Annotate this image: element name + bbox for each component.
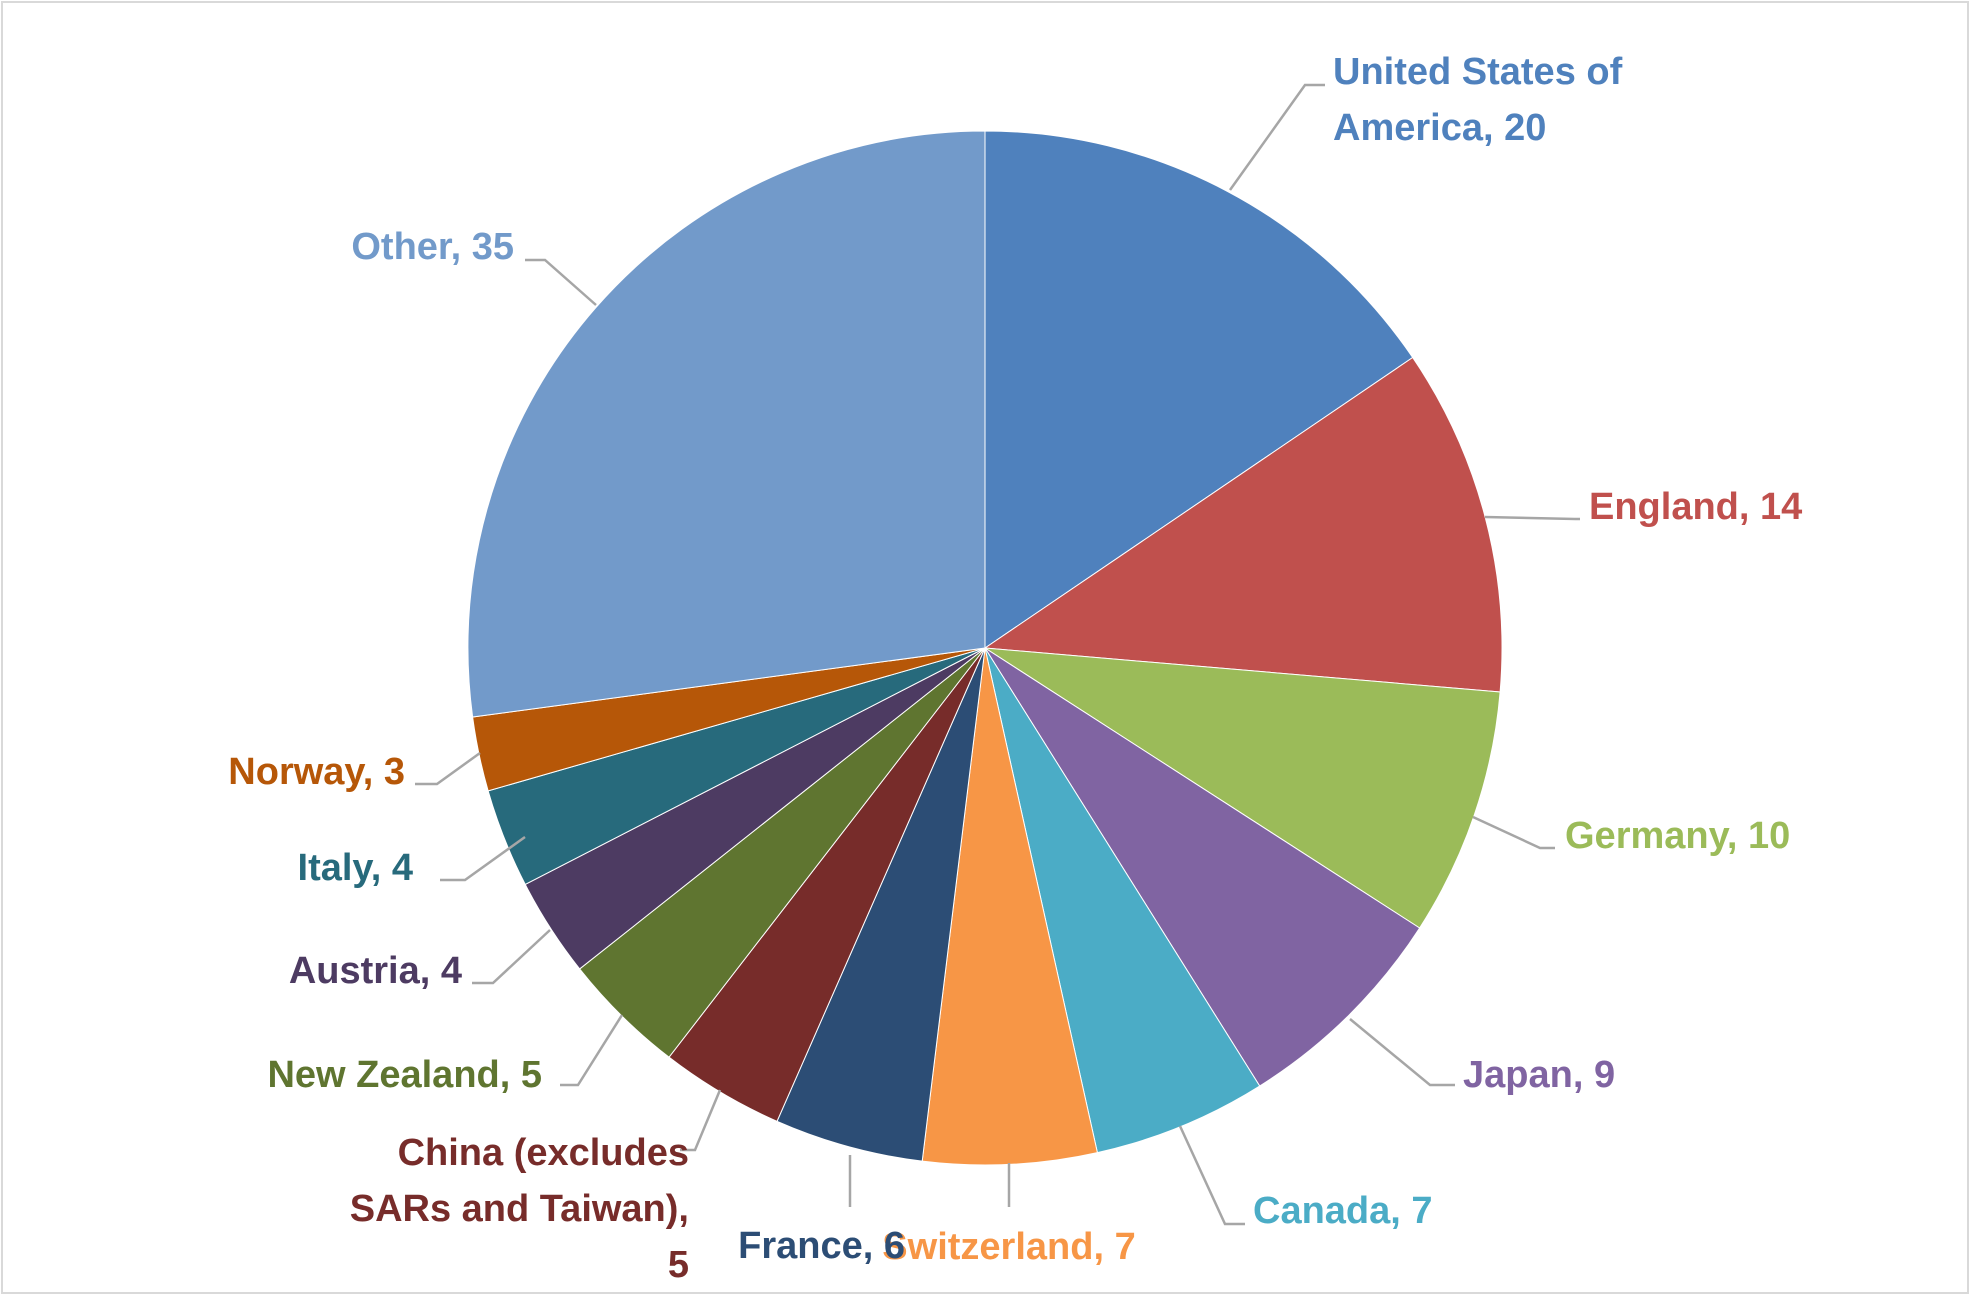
leader-line-england — [1484, 515, 1580, 521]
data-label-canada: Canada, 7 — [1253, 1190, 1433, 1232]
leader-line-china-excludes-sars-and-taiwan — [680, 1089, 722, 1152]
data-label-italy: Italy, 4 — [298, 847, 413, 889]
data-label-united-states-of-america: United States of America, 20 — [1333, 51, 1623, 149]
pie-slice-japan — [984, 647, 1421, 1087]
data-label-switzerland: Switzerland, 7 — [882, 1226, 1135, 1268]
pie-slice-united-states-of-america — [984, 130, 1414, 649]
leader-line-norway — [415, 751, 481, 786]
data-label-line: New Zealand, 5 — [267, 1054, 542, 1096]
data-label-line: America, 20 — [1333, 107, 1546, 149]
data-label-norway: Norway, 3 — [228, 751, 405, 793]
data-label-japan: Japan, 9 — [1463, 1054, 1615, 1096]
pie-slices — [467, 130, 1503, 1166]
data-label-line: Switzerland, 7 — [882, 1226, 1135, 1268]
leader-line-japan — [1349, 1018, 1455, 1087]
data-label-line: Italy, 4 — [298, 847, 413, 889]
pie-slice-other — [467, 130, 986, 718]
leader-line-austria — [472, 929, 551, 985]
data-label-line: France, 6 — [738, 1225, 905, 1267]
data-label-line: United States of — [1333, 51, 1623, 93]
data-label-england: England, 14 — [1589, 486, 1802, 528]
pie-slice-germany — [984, 647, 1501, 929]
leader-line-canada — [1178, 1125, 1245, 1226]
data-label-line: Canada, 7 — [1253, 1190, 1433, 1232]
data-label-line: Japan, 9 — [1463, 1054, 1615, 1096]
data-label-line: Other, 35 — [351, 226, 514, 268]
data-label-new-zealand: New Zealand, 5 — [267, 1054, 542, 1096]
data-label-line: Norway, 3 — [228, 751, 405, 793]
data-label-china-excludes-sars-and-taiwan: China (excludes SARs and Taiwan), 5 — [350, 1132, 689, 1286]
data-label-line: Germany, 10 — [1565, 815, 1790, 857]
data-label-germany: Germany, 10 — [1565, 815, 1790, 857]
data-label-other: Other, 35 — [351, 226, 514, 268]
data-labels: United States of America, 20 England, 14 Ge… — [228, 51, 1802, 1286]
data-label-line: Austria, 4 — [289, 950, 462, 992]
data-label-line: England, 14 — [1589, 486, 1802, 528]
leader-line-united-states-of-america — [1228, 83, 1325, 191]
leader-lines — [415, 83, 1580, 1226]
leader-line-italy — [440, 835, 526, 882]
data-label-line: SARs and Taiwan), — [350, 1188, 689, 1230]
data-label-austria: Austria, 4 — [289, 950, 462, 992]
data-label-line: China (excludes — [398, 1132, 689, 1174]
leader-line-germany — [1472, 815, 1555, 850]
data-label-france: France, 6 — [738, 1225, 905, 1267]
leader-line-other — [525, 258, 597, 306]
leader-line-new-zealand — [560, 1014, 624, 1087]
data-label-line: 5 — [668, 1244, 689, 1286]
